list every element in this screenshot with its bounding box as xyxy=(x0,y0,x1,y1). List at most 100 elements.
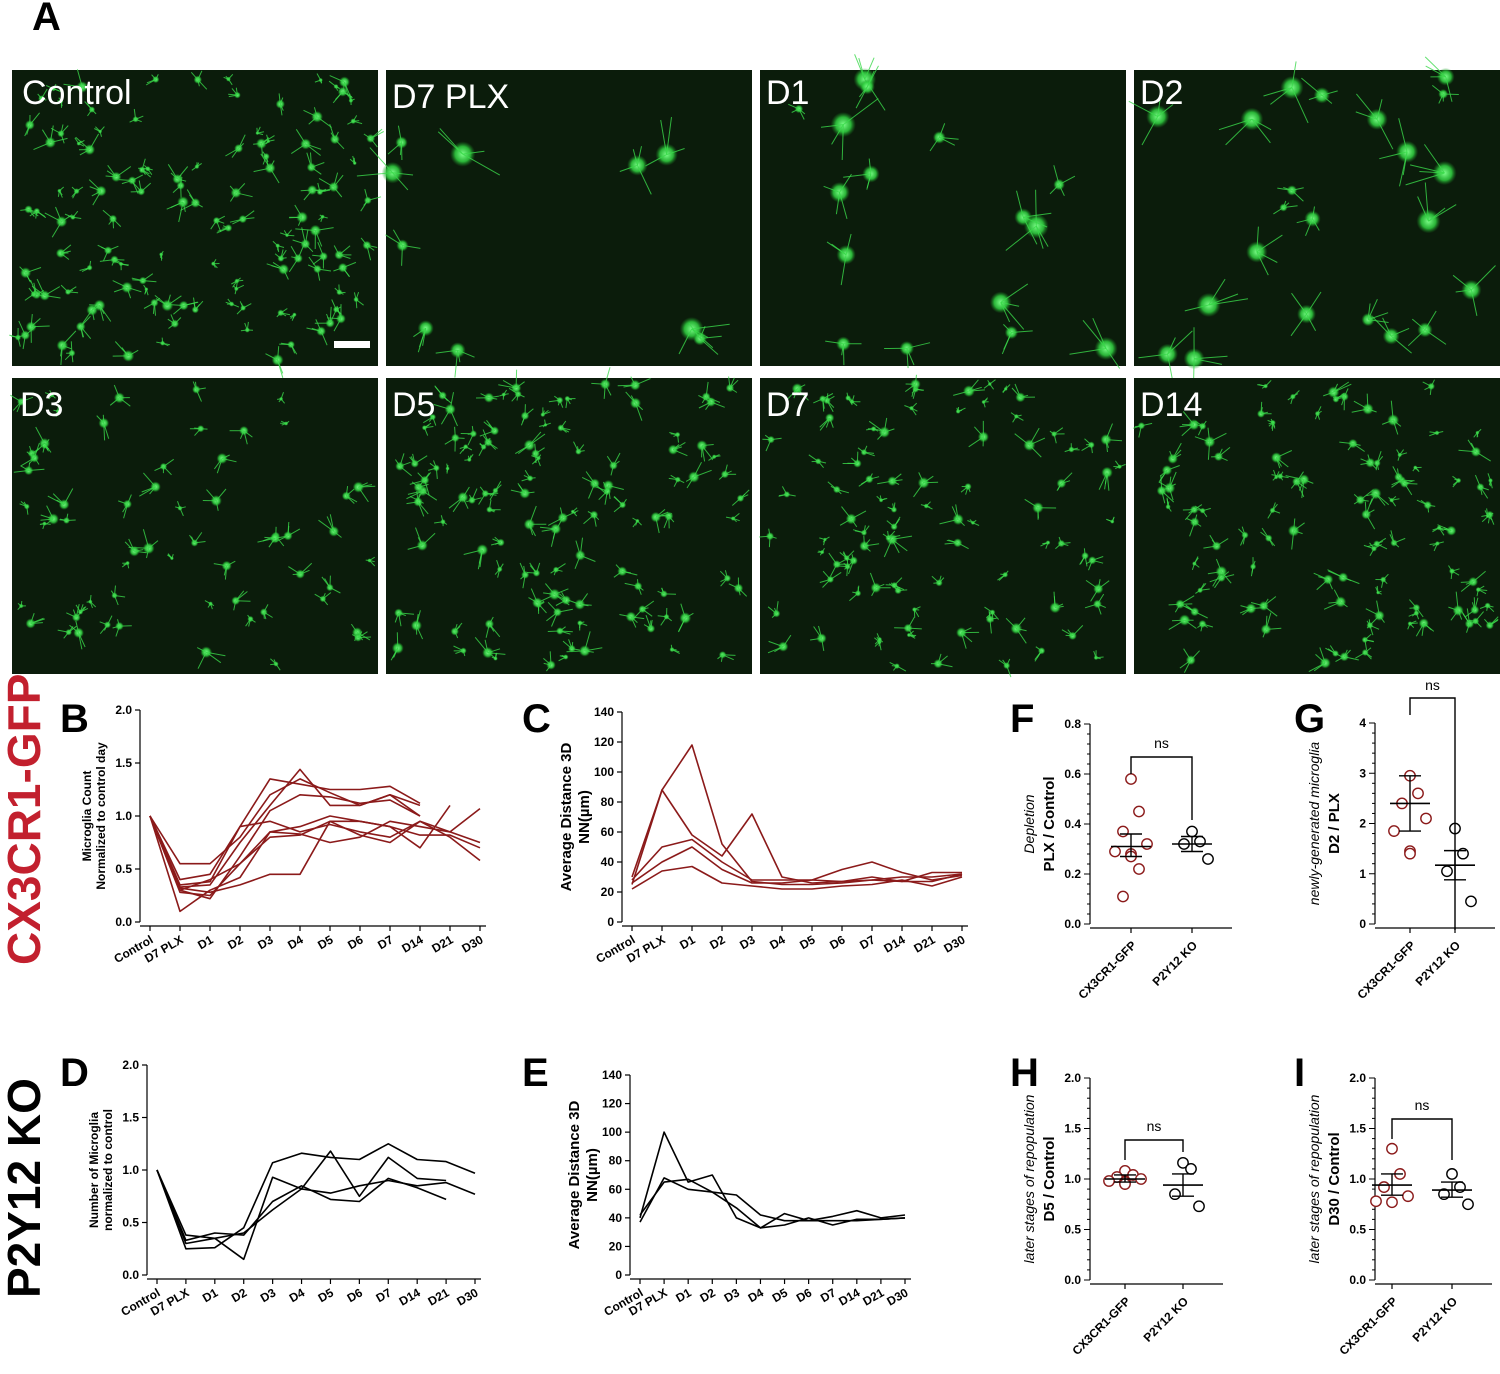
microglia-process xyxy=(1360,462,1371,465)
microglia-process xyxy=(534,457,539,463)
microglia-process xyxy=(531,455,539,459)
microglia-process xyxy=(555,569,563,572)
microglia-process xyxy=(819,417,831,431)
microglia-process xyxy=(986,611,993,619)
microglia-process xyxy=(329,514,335,532)
microglia-process xyxy=(363,133,371,139)
y-tick-label: 0.5 xyxy=(1349,1223,1366,1237)
microglia-process xyxy=(868,158,872,174)
microglia-process xyxy=(1327,579,1333,590)
microglia-process xyxy=(1141,116,1159,146)
microglia-process xyxy=(89,133,100,150)
microglia-process xyxy=(1376,600,1380,616)
microglia-process xyxy=(1105,439,1123,442)
microglia-process xyxy=(312,256,324,265)
microglia-process xyxy=(1049,430,1055,435)
microglia-process xyxy=(852,529,865,534)
microglia-process xyxy=(846,550,855,559)
y-tick-label: 1.5 xyxy=(1349,1122,1366,1136)
microglia-process xyxy=(1184,619,1197,629)
microglia-process xyxy=(1343,388,1349,397)
microglia-process xyxy=(1114,460,1121,467)
microglia-process xyxy=(1466,608,1470,624)
microglia-process xyxy=(118,179,133,181)
microglia-process xyxy=(1058,175,1076,186)
microglia-process xyxy=(759,535,771,538)
microglia-process xyxy=(30,618,45,624)
microglia-process xyxy=(1216,538,1229,547)
microglia-process xyxy=(422,328,427,346)
microglia-process xyxy=(478,493,486,505)
microglia-process xyxy=(1053,433,1057,444)
microglia-process xyxy=(30,613,35,624)
microglia-process xyxy=(53,88,62,93)
x-tick-label: CX3CR1-GFP xyxy=(1354,938,1418,1002)
microglia-process xyxy=(28,468,45,471)
microglia-process xyxy=(579,622,588,626)
microglia-process xyxy=(440,409,451,425)
microglia-process xyxy=(356,172,393,177)
microglia-process xyxy=(129,118,136,123)
microglia-process xyxy=(96,415,105,424)
microglia-process xyxy=(1409,623,1415,628)
microglia-process xyxy=(434,386,443,396)
microglia-process xyxy=(835,192,841,215)
microglia-process xyxy=(1256,251,1269,276)
microglia-process xyxy=(820,124,844,128)
microglia-process xyxy=(1092,556,1104,561)
panel-letter-a: A xyxy=(32,0,61,39)
microglia-process xyxy=(115,625,120,637)
microglia-process xyxy=(1035,225,1044,249)
microglia-process xyxy=(559,655,566,658)
microglia-process xyxy=(91,301,100,311)
series-line xyxy=(156,1169,447,1242)
microglia-process xyxy=(606,484,610,492)
microglia-process xyxy=(239,301,244,309)
microglia-process xyxy=(1202,623,1214,628)
microglia-process xyxy=(141,169,146,175)
microglia-process xyxy=(308,256,318,270)
microglia-process xyxy=(290,344,298,355)
microglia-process xyxy=(107,245,119,251)
microglia-process xyxy=(78,632,86,648)
microglia-process xyxy=(1161,490,1166,504)
panel-letter-g: G xyxy=(1294,697,1325,741)
microglia-process xyxy=(555,563,566,571)
microglia-process xyxy=(1003,332,1012,350)
microglia-process xyxy=(305,143,321,156)
microglia-process xyxy=(316,73,322,81)
microglia-process xyxy=(236,307,244,315)
microglia-process xyxy=(433,460,437,469)
microglia-process xyxy=(113,384,120,398)
microglia-process xyxy=(333,172,339,188)
microglia-process xyxy=(1092,559,1104,564)
microglia-process xyxy=(1364,652,1373,658)
data-point xyxy=(1117,890,1129,903)
microglia-process xyxy=(48,394,53,400)
microglia-process xyxy=(622,498,627,506)
microglia-process xyxy=(677,434,679,443)
microglia-process xyxy=(931,575,940,584)
microglia-process xyxy=(846,566,849,577)
microglia-process xyxy=(630,616,645,620)
microglia-process xyxy=(429,462,437,469)
series-line xyxy=(631,838,962,883)
microglia-process xyxy=(668,515,675,523)
microglia-process xyxy=(112,218,114,229)
microglia-process xyxy=(444,437,456,445)
data-point xyxy=(1404,847,1416,860)
microglia-process xyxy=(24,293,34,301)
microglia-process xyxy=(720,654,724,662)
microglia-process xyxy=(215,500,219,511)
microglia-process xyxy=(126,287,132,299)
microglia-process xyxy=(80,607,89,613)
microglia-process xyxy=(677,479,685,484)
microglia-process xyxy=(998,574,1006,581)
microglia-process xyxy=(257,131,265,134)
microglia-process xyxy=(1058,536,1062,544)
microglia-process xyxy=(235,591,248,602)
microglia-process xyxy=(992,611,999,620)
microglia-process xyxy=(329,587,341,594)
microglia-process xyxy=(1005,384,1011,390)
microglia-process xyxy=(487,441,497,450)
